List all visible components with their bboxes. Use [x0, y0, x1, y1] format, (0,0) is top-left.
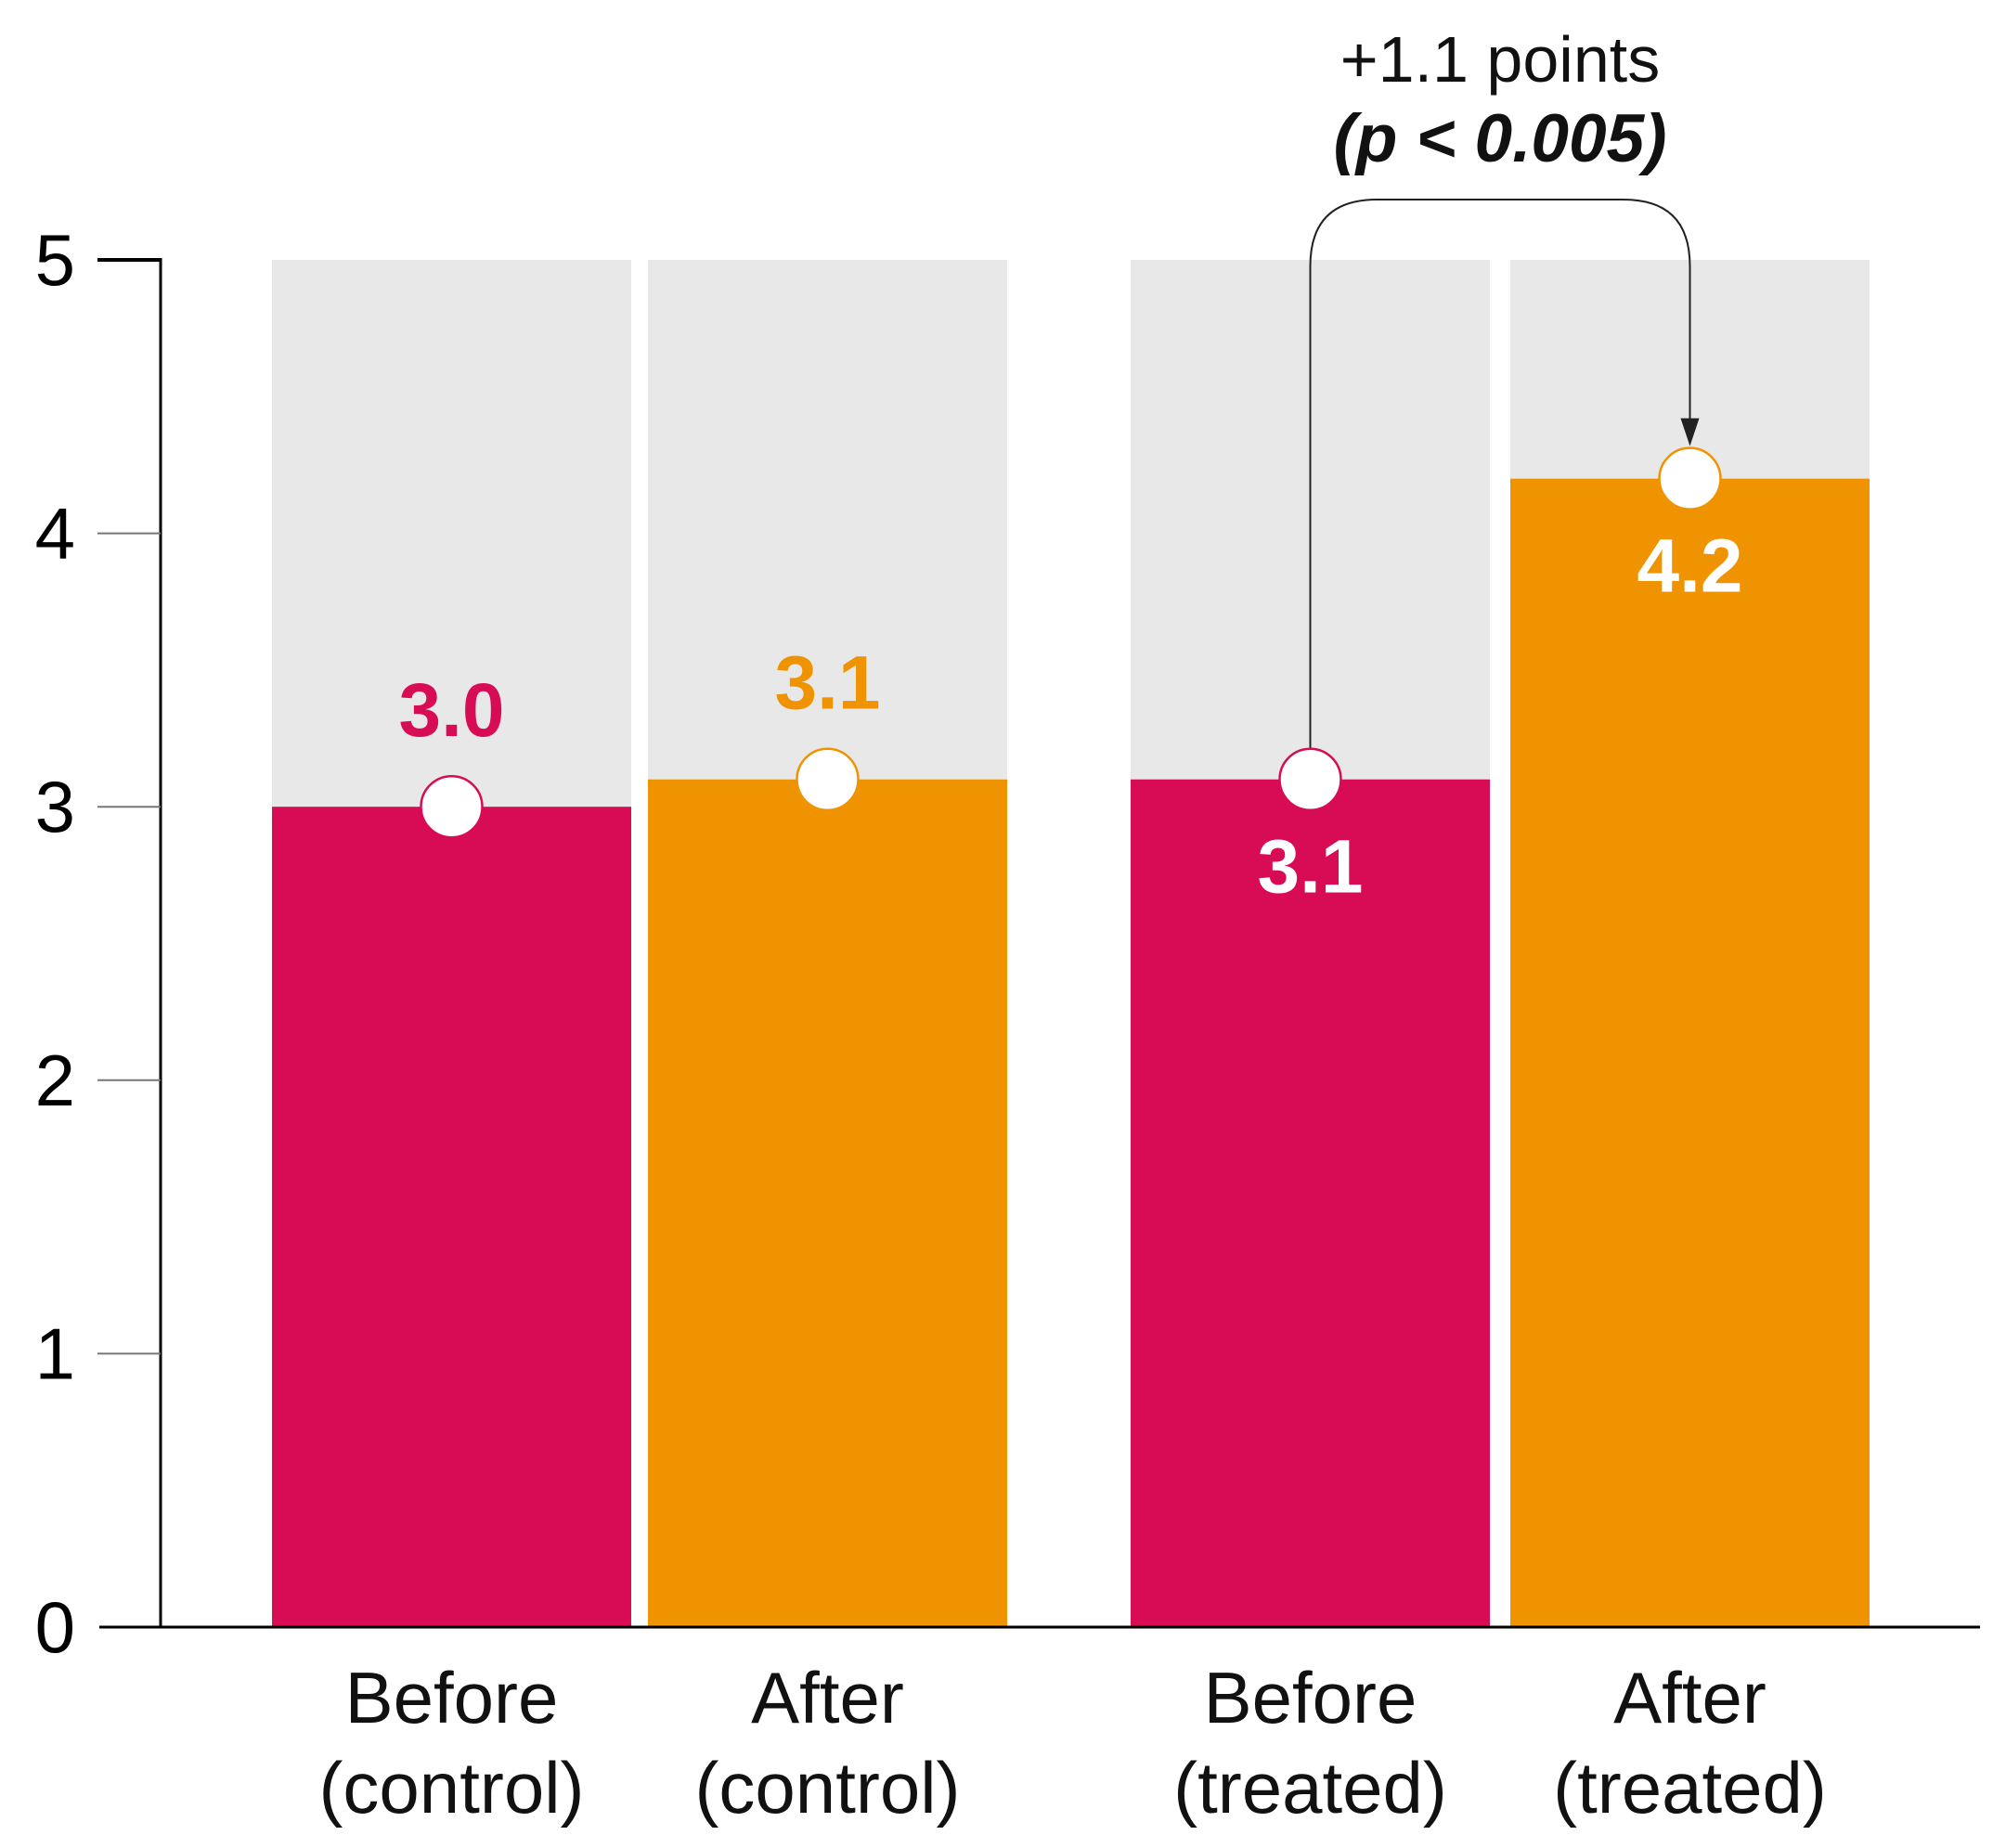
bar-0 — [272, 807, 631, 1627]
bar-1 — [648, 779, 1007, 1627]
y-tick-label-4: 4 — [35, 493, 75, 575]
category-label-3: After (treated) — [1553, 1657, 1827, 1829]
y-tick-label-2: 2 — [35, 1040, 75, 1121]
value-label-0: 3.0 — [399, 668, 505, 753]
annotation-delta-text: +1.1 points — [1339, 23, 1661, 96]
y-tick-label-3: 3 — [35, 766, 75, 847]
y-tick-label-1: 1 — [35, 1312, 75, 1394]
annotation-arrow-line — [1309, 199, 1691, 749]
y-tick-label-0: 0 — [35, 1586, 75, 1668]
marker-circle-2 — [1278, 747, 1342, 811]
category-label-2: Before (treated) — [1173, 1657, 1447, 1829]
marker-circle-0 — [420, 774, 484, 839]
category-label-0: Before (control) — [318, 1657, 584, 1829]
category-label-1: After (control) — [694, 1657, 960, 1829]
value-label-2: 3.1 — [1258, 825, 1364, 910]
marker-circle-1 — [796, 747, 860, 811]
value-label-1: 3.1 — [775, 641, 881, 726]
annotation-arrowhead-icon — [1680, 418, 1700, 446]
y-tick-label-5: 5 — [35, 219, 75, 301]
marker-circle-3 — [1658, 446, 1722, 510]
bar-3 — [1510, 478, 1870, 1628]
annotation-pvalue-text: (p < 0.005) — [1333, 101, 1667, 176]
value-label-3: 4.2 — [1637, 524, 1743, 609]
bar-2 — [1131, 779, 1490, 1627]
